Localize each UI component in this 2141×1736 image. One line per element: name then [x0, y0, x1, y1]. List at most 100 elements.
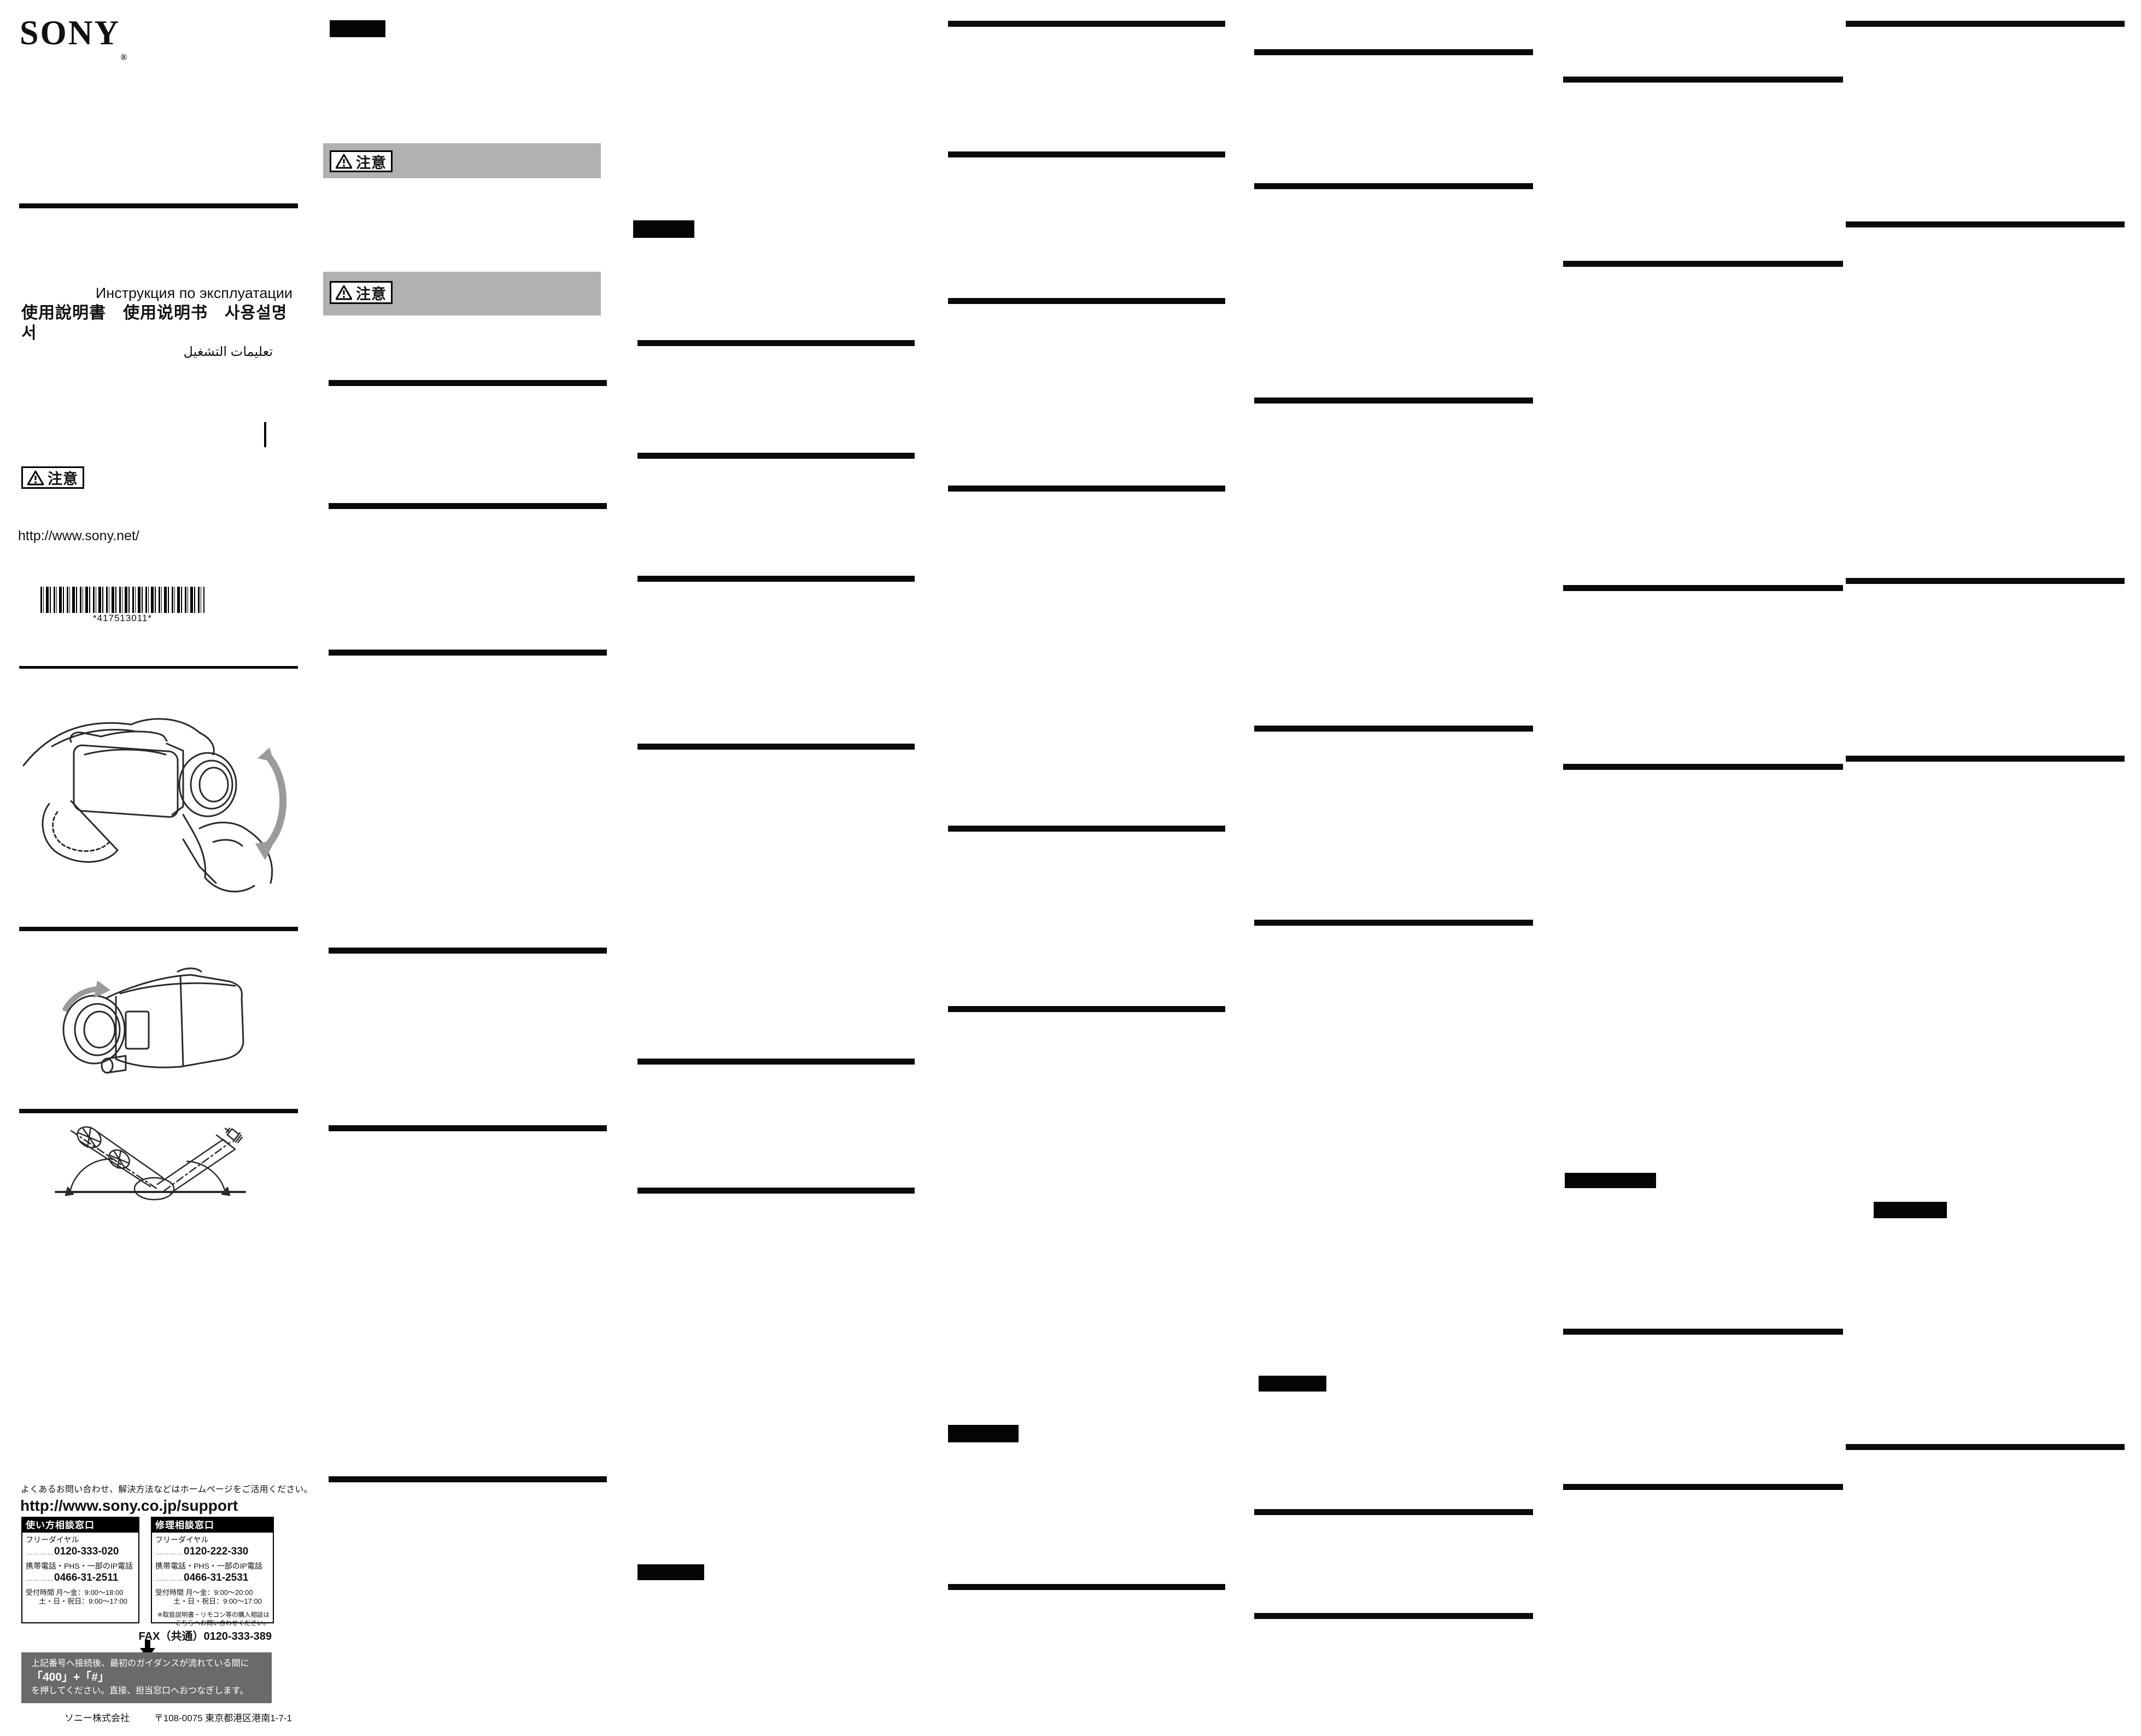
- section-rule: [329, 380, 607, 386]
- illustration-hold-camcorder: [22, 718, 287, 893]
- support-header-usage: 使い方相談窓口: [21, 1517, 139, 1532]
- section-rule: [1563, 77, 1843, 83]
- section-rule: [637, 340, 915, 346]
- section-rule: [1846, 221, 2125, 227]
- title-arabic: تعليمات التشغيل: [183, 344, 273, 359]
- section-rule: [1846, 21, 2125, 27]
- illustration-angle-diagram: [55, 1126, 246, 1201]
- support-url[interactable]: http://www.sony.co.jp/support: [20, 1497, 238, 1514]
- dial-guidance-box: 上記番号へ接続後、最初のガイダンスが流れている間に 「400」+「#」 を押して…: [21, 1652, 272, 1703]
- section-rule: [19, 1109, 298, 1113]
- section-rule: [329, 1125, 607, 1131]
- section-rule: [948, 486, 1225, 492]
- guidance-line1: 上記番号へ接続後、最初のガイダンスが流れている間に: [31, 1659, 249, 1668]
- freedial-label: フリーダイヤル: [155, 1535, 209, 1544]
- redacted-heading: [948, 1425, 1019, 1442]
- section-rule: [1254, 1613, 1533, 1619]
- rotate-arrow-icon: [62, 980, 110, 1013]
- mobile-number: 0466-31-2511: [54, 1571, 119, 1583]
- mobile-label: 携帯電話・PHS・一部のIP電話: [155, 1562, 263, 1571]
- dot-leader: …………: [155, 1548, 184, 1556]
- section-rule: [1254, 1509, 1533, 1515]
- support-intro: よくあるお問い合わせ、解決方法などはホームページをご活用ください。: [21, 1485, 313, 1494]
- sony-global-url[interactable]: http://www.sony.net/: [18, 528, 139, 543]
- title-russian: Инструкция по эксплуатации: [95, 285, 293, 301]
- section-rule: [1563, 1484, 1843, 1490]
- section-rule: [948, 826, 1225, 832]
- barcode: [40, 587, 204, 613]
- section-rule: [637, 576, 915, 582]
- section-rule: [948, 151, 1225, 157]
- section-rule: [1254, 183, 1533, 189]
- dot-leader: …………: [26, 1548, 54, 1556]
- warning-triangle-icon: [27, 470, 44, 485]
- redacted-heading: [1259, 1376, 1326, 1392]
- caution-text: 注意: [356, 285, 387, 302]
- redacted-heading: [1874, 1202, 1947, 1218]
- mobile-number: 0466-31-2531: [184, 1571, 249, 1583]
- company-footer: ソニー株式会社 〒108-0075 東京都港区港南1-7-1: [65, 1710, 292, 1724]
- section-rule: [637, 744, 915, 750]
- redacted-heading: [1565, 1173, 1656, 1188]
- freedial-label: フリーダイヤル: [26, 1535, 79, 1544]
- registered-mark: ®: [120, 52, 129, 62]
- section-rule: [637, 1188, 915, 1194]
- redacted-heading: [633, 220, 694, 238]
- hours-weekday: 受付時間 月～金：9:00～18:00: [26, 1588, 124, 1597]
- barcode-number: *417513011*: [92, 613, 153, 623]
- redacted-heading: [330, 20, 385, 37]
- crop-tick: [264, 422, 266, 447]
- sony-logo: SONY®: [20, 14, 129, 62]
- purchase-note: ※取扱説明書・リモコン等の購入相談は こちらへお問い合わせください。: [157, 1612, 270, 1627]
- dot-leader: …………: [26, 1574, 54, 1582]
- freedial-number: 0120-222-330: [184, 1545, 249, 1557]
- company-address: 〒108-0075 東京都港区港南1-7-1: [154, 1713, 292, 1723]
- caution-label: 注意: [21, 466, 84, 489]
- illustration-camcorder-front: [62, 967, 244, 1074]
- dot-leader: …………: [155, 1574, 184, 1582]
- support-usage-box: フリーダイヤル …………0120-333-020 携帯電話・PHS・一部のIP電…: [21, 1532, 139, 1623]
- mobile-label: 携帯電話・PHS・一部のIP電話: [26, 1562, 133, 1571]
- fax-number: FAX（共通）0120-333-389: [138, 1630, 272, 1643]
- section-rule: [948, 298, 1225, 304]
- section-rule: [1254, 726, 1533, 732]
- section-rule: [19, 666, 298, 669]
- section-rule: [1846, 578, 2125, 584]
- section-rule: [948, 21, 1225, 27]
- section-rule: [329, 503, 607, 509]
- caution-text: 注意: [48, 471, 78, 487]
- section-rule: [1563, 764, 1843, 770]
- section-rule: [948, 1584, 1225, 1590]
- section-rule: [1846, 756, 2125, 762]
- guidance-line3: を押してください。直接、担当窓口へおつなぎします。: [31, 1686, 249, 1696]
- caution-label: 注意: [330, 150, 393, 172]
- hours-weekday: 受付時間 月～金：9:00～20:00: [155, 1588, 253, 1597]
- support-header-repair: 修理相談窓口: [151, 1517, 274, 1532]
- section-rule: [1563, 1329, 1843, 1335]
- caution-label: 注意: [330, 281, 393, 304]
- caution-text: 注意: [356, 154, 387, 171]
- section-rule: [948, 1006, 1225, 1012]
- hours-weekend: 土・日・祝日：9:00～17:00: [39, 1597, 127, 1605]
- section-rule: [329, 1476, 607, 1482]
- warning-triangle-icon: [336, 154, 352, 169]
- section-rule: [637, 453, 915, 459]
- support-repair-box: フリーダイヤル …………0120-222-330 携帯電話・PHS・一部のIP電…: [151, 1532, 274, 1627]
- section-rule: [19, 927, 298, 931]
- freedial-number: 0120-333-020: [54, 1545, 119, 1557]
- hours-weekend: 土・日・祝日：9:00～17:00: [173, 1597, 262, 1605]
- company-name: ソニー株式会社: [65, 1713, 130, 1723]
- section-rule: [1563, 585, 1843, 591]
- section-rule: [1254, 920, 1533, 926]
- section-rule: [637, 1059, 915, 1065]
- redacted-heading: [637, 1564, 704, 1580]
- section-rule: [1846, 1444, 2125, 1450]
- section-rule: [329, 948, 607, 954]
- rotate-arrow-icon: [255, 747, 287, 860]
- section-rule: [19, 203, 298, 208]
- title-cjk: 使用說明書 使用说明书 사용설명서: [21, 303, 288, 343]
- section-rule: [1563, 261, 1843, 267]
- section-rule: [1254, 398, 1533, 404]
- warning-triangle-icon: [336, 285, 352, 300]
